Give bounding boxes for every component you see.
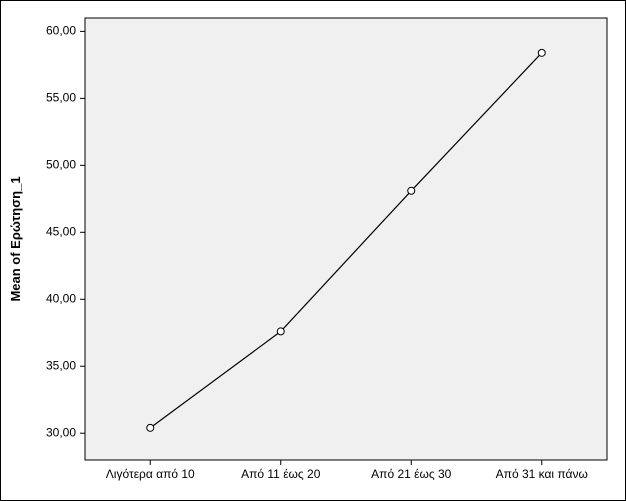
x-tick-label: Από 11 έως 20 [241,467,321,481]
y-tick-label: 60,00 [46,24,76,38]
x-tick-label: Από 21 έως 30 [371,467,451,481]
data-marker [538,49,545,56]
y-tick-label: 40,00 [46,291,76,305]
y-tick-label: 45,00 [46,224,76,238]
y-tick-label: 55,00 [46,91,76,105]
data-marker [277,328,284,335]
y-axis-title: Mean of Ερώτηση_1 [8,176,23,301]
x-tick-label: Λιγότερα από 10 [106,467,195,481]
data-marker [408,187,415,194]
y-tick-label: 30,00 [46,425,76,439]
chart-svg: 30,00 35,00 40,00 45,00 50,00 55,00 60,00 Mean … [0,0,626,501]
data-marker [147,424,154,431]
line-chart: 30,00 35,00 40,00 45,00 50,00 55,00 60,00 Mean … [0,0,626,501]
y-tick-label: 50,00 [46,158,76,172]
x-tick-label: Από 31 και πάνω [496,467,588,481]
y-tick-label: 35,00 [46,358,76,372]
